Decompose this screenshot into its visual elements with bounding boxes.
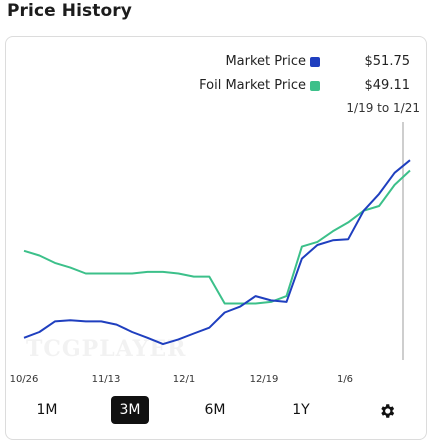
gear-icon[interactable] [378,402,396,420]
tab-6m[interactable]: 6M [204,402,226,418]
series-line-market-price [23,159,411,346]
legend-label: Foil Market Price [199,78,306,93]
x-tick-label: 11/13 [92,374,121,385]
legend-value: $51.75 [364,54,411,69]
x-tick-label: 1/6 [337,374,353,385]
tab-3m[interactable]: 3M [111,396,149,424]
legend-value: $49.11 [364,78,411,93]
legend-label: Market Price [225,54,306,69]
tcgplayer-watermark: TCGPLAYER [26,336,187,362]
legend-item-foil-market-price: Foil Market Price $49.11 [0,0,436,93]
legend-item-market-price: Market Price $51.75 [0,0,436,69]
x-tick-label: 12/1 [173,374,195,385]
range-tabs: 1M 3M 6M 1Y [0,396,436,428]
tab-1y[interactable]: 1Y [292,402,310,418]
x-tick-label: 12/19 [250,374,279,385]
tab-1m[interactable]: 1M [36,402,58,418]
date-range-label: 1/19 to 1/21 [346,101,420,115]
legend-swatch-foil-market-price [310,81,320,91]
legend-swatch-market-price [310,57,320,67]
legend: Market Price $51.75 Foil Market Price $4… [0,0,436,120]
price-history-card [5,36,427,440]
series-line-foil-market-price [23,169,411,305]
page-title: Price History [7,1,132,21]
x-tick-label: 10/26 [10,374,39,385]
